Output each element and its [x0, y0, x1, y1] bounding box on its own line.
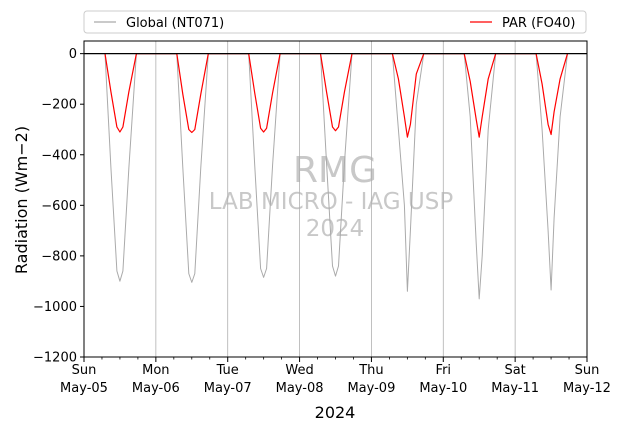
y-tick-label: −200: [41, 98, 77, 113]
series-global-line: [104, 53, 568, 300]
x-tick-label-date: May-11: [491, 381, 539, 396]
axes: 0−200−400−600−800−1000−1200SunMay-05MonM…: [33, 40, 611, 396]
watermark-line3: 2024: [306, 216, 365, 242]
series-par-line: [104, 53, 569, 138]
y-axis-title: Radiation (Wm−2): [12, 126, 31, 274]
x-tick-label-weekday: Wed: [285, 363, 313, 378]
x-tick-label-date: May-10: [419, 381, 467, 396]
y-tick-label: −600: [41, 199, 77, 214]
legend: Global (NT071) PAR (FO40): [83, 10, 587, 34]
y-tick-label: −800: [41, 249, 77, 264]
x-tick-label-weekday: Sat: [504, 363, 525, 378]
series-layer: [104, 53, 569, 300]
x-tick-label-weekday: Tue: [216, 363, 239, 378]
y-tick-label: −1000: [33, 300, 77, 315]
gridlines: [155, 41, 516, 357]
x-tick-label-weekday: Mon: [142, 363, 169, 378]
x-tick-label-weekday: Sun: [72, 363, 97, 378]
y-tick-label: −400: [41, 148, 77, 163]
x-tick-label-date: May-08: [276, 381, 324, 396]
x-tick-label-weekday: Sun: [575, 363, 600, 378]
y-tick-label: −1200: [33, 351, 77, 366]
x-tick-label-weekday: Fri: [436, 363, 452, 378]
x-tick-label-date: May-12: [563, 381, 611, 396]
x-tick-label-date: May-05: [60, 381, 108, 396]
x-tick-label-date: May-09: [347, 381, 395, 396]
x-axis-title: 2024: [315, 403, 356, 422]
watermark-line2: LAB MICRO - IAG USP: [209, 189, 454, 215]
x-tick-label-date: May-06: [132, 381, 180, 396]
x-tick-label-date: May-07: [204, 381, 252, 396]
legend-frame: [83, 10, 587, 34]
legend-label-par: PAR (FO40): [502, 16, 575, 31]
y-tick-label: 0: [69, 47, 77, 62]
watermark-line1: RMG: [293, 150, 377, 191]
legend-label-global: Global (NT071): [126, 16, 224, 31]
x-tick-label-weekday: Thu: [358, 363, 383, 378]
